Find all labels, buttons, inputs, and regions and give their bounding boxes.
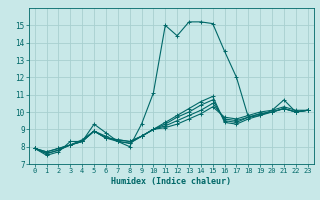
X-axis label: Humidex (Indice chaleur): Humidex (Indice chaleur) [111,177,231,186]
